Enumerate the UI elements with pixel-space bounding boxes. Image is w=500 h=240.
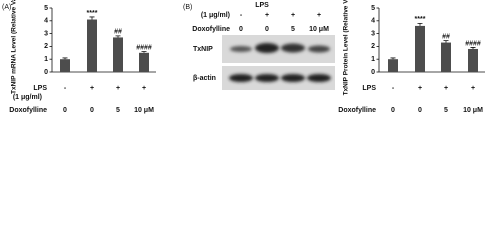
y-tick-label: 5 <box>371 5 375 12</box>
significance: #### <box>136 44 152 51</box>
bar <box>388 59 398 72</box>
significance: ## <box>442 33 450 40</box>
band <box>308 45 330 53</box>
condition-value: + <box>418 85 422 92</box>
condition-name: Doxofylline <box>9 107 47 114</box>
condition-sub: (1 μg/ml) <box>13 94 42 101</box>
condition-value: - <box>64 85 67 92</box>
blot-header-name: Doxofylline <box>192 26 230 33</box>
condition-value: 0 <box>90 107 94 114</box>
y-tick-label: 2 <box>44 43 48 50</box>
error-bar <box>141 51 147 53</box>
bar <box>113 37 123 72</box>
significance: **** <box>415 16 426 23</box>
blot-header-value: 0 <box>239 26 243 33</box>
y-tick-label: 1 <box>44 56 48 63</box>
condition-value: 10 μM <box>463 107 483 114</box>
y-tick-label: 3 <box>44 30 48 37</box>
significance: #### <box>465 40 481 47</box>
condition-name: LPS <box>362 85 376 92</box>
panel-label: (B) <box>183 4 192 11</box>
figure: (A) TxNIP mRNA Level (Relative Value) 0 1 2 3… <box>2 0 485 114</box>
band <box>255 43 279 53</box>
condition-value: + <box>90 85 94 92</box>
y-axis-title: TxNIP Protein Level (Relative Value) <box>343 0 350 95</box>
error-bar <box>470 47 476 49</box>
blot-header-value: + <box>265 12 269 19</box>
band <box>230 46 252 52</box>
y-tick-label: 0 <box>371 69 375 76</box>
blot-row-label: β-actin <box>193 75 216 82</box>
blot-row-label: TxNIP <box>193 46 213 53</box>
blot-header-value: + <box>291 12 295 19</box>
error-bar <box>390 57 396 60</box>
significance: ## <box>114 29 122 36</box>
error-bar <box>115 35 121 38</box>
band <box>281 43 305 53</box>
condition-value: 10 μM <box>134 107 154 114</box>
bar <box>415 25 425 73</box>
condition-name: LPS <box>33 85 47 92</box>
band <box>255 74 279 82</box>
band <box>307 74 331 82</box>
blot-header-name: LPS <box>255 2 269 9</box>
condition-value: + <box>471 85 475 92</box>
condition-value: 0 <box>63 107 67 114</box>
condition-value: 0 <box>418 107 422 114</box>
condition-value: + <box>142 85 146 92</box>
y-tick-label: 2 <box>371 43 375 50</box>
bar <box>441 42 451 72</box>
blot-header-value: - <box>240 12 243 19</box>
y-tick-label: 5 <box>44 5 48 12</box>
condition-value: 0 <box>391 107 395 114</box>
western-blot <box>222 35 335 90</box>
y-tick-label: 3 <box>371 30 375 37</box>
bar <box>60 59 70 72</box>
band <box>281 74 305 82</box>
y-tick-label: 4 <box>44 18 48 25</box>
condition-value: 5 <box>116 107 120 114</box>
bar <box>468 48 478 72</box>
error-bar <box>417 22 423 26</box>
y-tick-label: 4 <box>371 18 375 25</box>
blot-header-value: 5 <box>291 26 295 33</box>
condition-value: + <box>444 85 448 92</box>
condition-value: + <box>116 85 120 92</box>
error-bar <box>443 40 449 43</box>
panel-label: (A) <box>2 4 11 11</box>
blot-header-value: 10 μM <box>309 26 329 33</box>
bar <box>87 19 97 72</box>
error-bar <box>62 57 68 60</box>
y-tick-label: 1 <box>371 56 375 63</box>
y-tick-label: 0 <box>44 69 48 76</box>
condition-value: 5 <box>444 107 448 114</box>
significance: **** <box>87 10 98 17</box>
error-bar <box>89 16 95 20</box>
blot-header-value: + <box>317 12 321 19</box>
condition-name: Doxofylline <box>338 107 376 114</box>
band <box>229 74 253 82</box>
blot-header-value: 0 <box>265 26 269 33</box>
bar <box>139 52 149 72</box>
y-axis-title: TxNIP mRNA Level (Relative Value) <box>11 0 18 94</box>
blot-header-sub: (1 μg/ml) <box>201 12 230 19</box>
condition-value: - <box>392 85 395 92</box>
